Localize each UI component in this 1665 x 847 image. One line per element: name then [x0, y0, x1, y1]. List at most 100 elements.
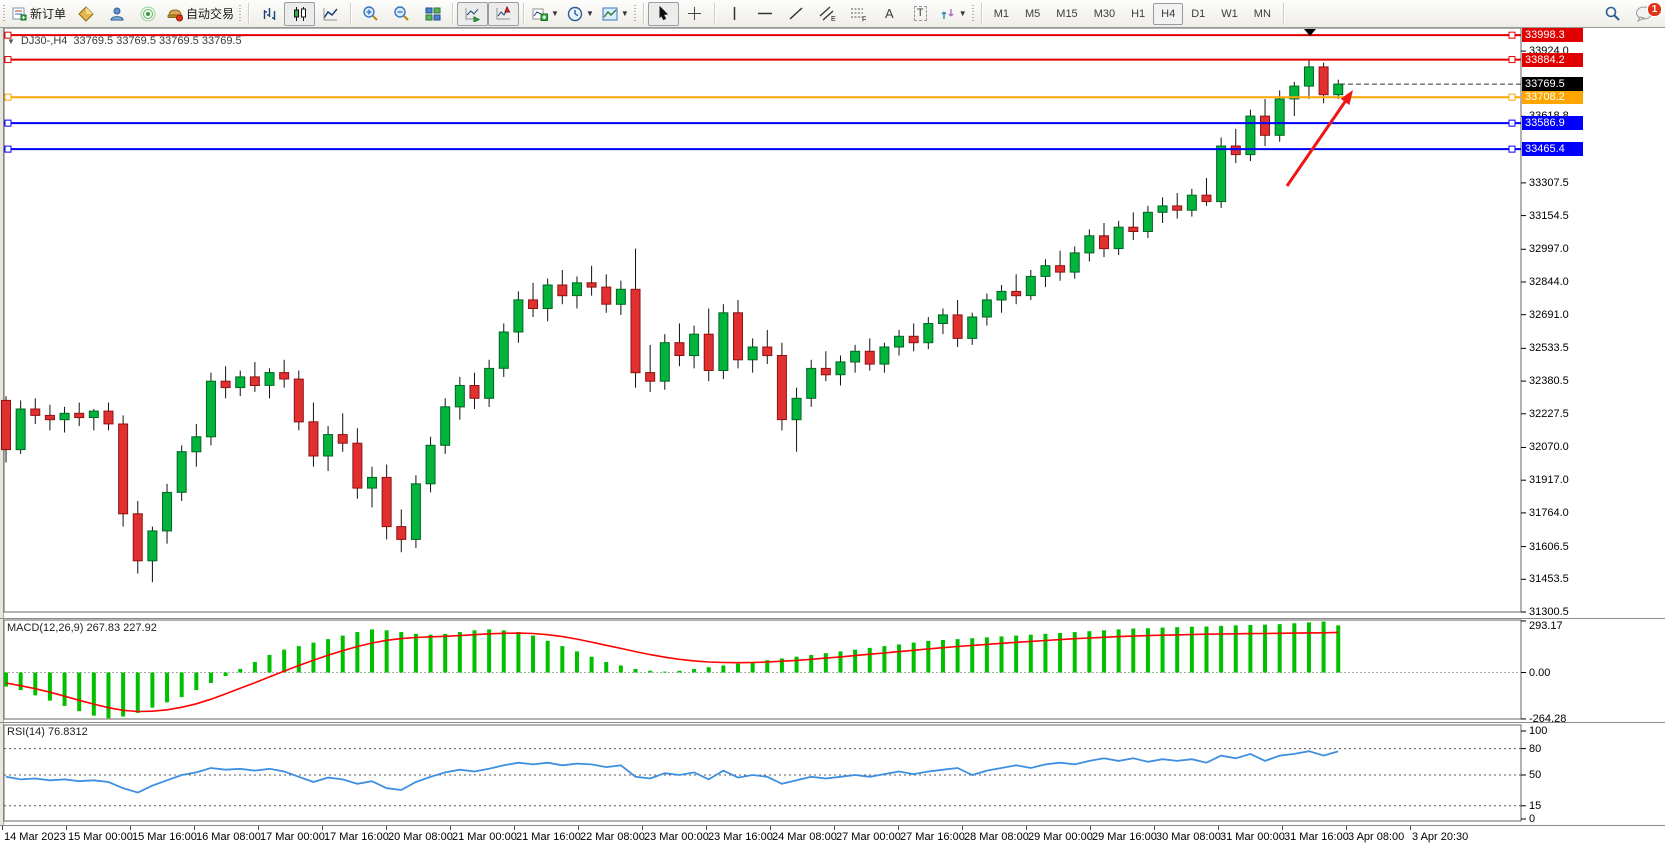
time-tick — [962, 826, 963, 830]
candle — [396, 526, 407, 540]
candle — [674, 342, 685, 357]
timeframe-d1[interactable]: D1 — [1191, 7, 1206, 20]
chart-shift-button[interactable] — [488, 1, 520, 26]
candle — [1025, 275, 1036, 297]
candle — [923, 323, 934, 344]
crosshair-button[interactable] — [679, 2, 710, 26]
candle — [1230, 145, 1241, 156]
time-tick — [514, 826, 515, 830]
rsi-panel[interactable]: RSI(14) 76.8312 100 80 50 15 0 — [0, 722, 1665, 825]
price-tick-label: 32533.5 — [1529, 342, 1569, 355]
equidistant-channel-button[interactable]: E — [812, 2, 843, 26]
tile-windows-button[interactable] — [417, 2, 448, 26]
indicators-button[interactable]: ▼ — [528, 2, 563, 26]
candle — [162, 491, 173, 532]
community-button[interactable] — [101, 2, 132, 26]
candle — [293, 378, 304, 423]
macd-label: MACD(12,26,9) 267.83 227.92 — [7, 622, 157, 634]
fibonacci-button[interactable]: F — [843, 2, 874, 26]
signal-icon — [140, 6, 156, 21]
chart-area: ▼ DJ30-,H4 33769.5 33769.5 33769.5 33769… — [0, 28, 1665, 847]
candlestick-chart-icon — [293, 6, 306, 21]
candle — [1099, 235, 1109, 250]
time-label: 27 Mar 16:00 — [900, 831, 965, 843]
text-button[interactable]: A — [874, 2, 905, 26]
timeframe-m5[interactable]: M5 — [1025, 7, 1041, 20]
price-tick-label: 32227.5 — [1529, 407, 1569, 420]
horizontal-line-button[interactable] — [750, 2, 781, 26]
trendline-button[interactable] — [781, 2, 812, 26]
time-tick — [194, 826, 195, 830]
timeframe-h1[interactable]: H1 — [1131, 7, 1146, 20]
svg-text:E: E — [831, 16, 836, 22]
toolbar: 新订单 自动交 — [0, 0, 1665, 28]
new-order-button[interactable]: 新订单 — [8, 2, 70, 26]
candle — [937, 314, 948, 324]
fibonacci-icon: F — [850, 8, 866, 22]
chat-button[interactable]: 1 — [1628, 1, 1662, 26]
main-chart-panel[interactable]: ▼ DJ30-,H4 33769.5 33769.5 33769.5 33769… — [0, 28, 1665, 618]
time-label: 15 Mar 00:00 — [68, 831, 133, 843]
templates-button[interactable]: ▼ — [598, 2, 633, 26]
auto-trading-icon — [167, 8, 184, 21]
time-label: 23 Mar 00:00 — [644, 831, 709, 843]
candle — [1303, 66, 1314, 87]
time-label: 3 Apr 08:00 — [1348, 831, 1405, 843]
macd-panel[interactable]: MACD(12,26,9) 267.83 227.92 293.17 0.00 -2… — [0, 618, 1665, 725]
collapse-icon[interactable]: ▼ — [7, 36, 15, 46]
rsi-label: RSI(14) 76.8312 — [7, 726, 88, 738]
toolbar-grip[interactable] — [3, 4, 5, 23]
auto-scroll-button[interactable] — [457, 1, 489, 26]
rsi-line — [5, 750, 1339, 794]
candle — [850, 350, 861, 363]
timeframe-mn[interactable]: MN — [1253, 7, 1271, 20]
vertical-line-button[interactable] — [719, 2, 750, 26]
candle — [659, 342, 670, 382]
candle — [542, 284, 553, 309]
candle — [1260, 115, 1271, 136]
periods-button[interactable]: ▼ — [563, 2, 598, 26]
timeframe-m1[interactable]: M1 — [993, 7, 1009, 20]
line-chart-button[interactable] — [315, 2, 346, 26]
candle — [103, 410, 114, 425]
candle — [776, 355, 787, 421]
timeframe-w1[interactable]: W1 — [1221, 7, 1238, 20]
candle — [381, 476, 392, 528]
timeframe-m15[interactable]: M15 — [1056, 7, 1078, 20]
candle — [498, 331, 509, 369]
candle — [59, 412, 70, 421]
timeframe-h4[interactable]: H4 — [1153, 2, 1184, 25]
time-axis[interactable]: 14 Mar 2023 15 Mar 00:00 15 Mar 16:00 16 Ma… — [0, 825, 1665, 847]
text-label-button[interactable]: T — [905, 2, 936, 26]
candle — [791, 397, 802, 421]
zoom-in-button[interactable] — [355, 2, 386, 26]
search-button[interactable] — [1597, 2, 1628, 26]
toolbar-grip[interactable] — [633, 4, 636, 23]
candle — [615, 288, 626, 305]
mql5-market-button[interactable] — [70, 2, 101, 26]
candle — [747, 346, 758, 361]
auto-trading-button[interactable]: 自动交易 — [163, 2, 238, 26]
toolbar-grip[interactable] — [239, 4, 242, 23]
cursor-button[interactable] — [647, 1, 679, 26]
candle — [1245, 115, 1256, 156]
signal-button[interactable] — [132, 2, 163, 26]
time-tick — [1410, 826, 1411, 830]
toolbar-separator — [980, 2, 982, 25]
zoom-out-button[interactable] — [386, 2, 417, 26]
timeframe-m30[interactable]: M30 — [1093, 7, 1116, 20]
chevron-down-icon: ▼ — [620, 8, 629, 18]
time-tick — [1090, 826, 1091, 830]
toolbar-grip[interactable] — [971, 4, 974, 23]
toolbar-separator — [713, 2, 715, 25]
bar-chart-button[interactable] — [253, 2, 284, 26]
arrows-button[interactable]: ▼ — [936, 2, 971, 26]
candle — [1, 399, 11, 451]
rsi-tick-label: 15 — [1529, 799, 1542, 812]
candlestick-chart-button[interactable] — [284, 1, 316, 26]
zoom-out-icon — [394, 6, 409, 21]
candle — [74, 412, 85, 419]
time-label: 20 Mar 08:00 — [388, 831, 453, 843]
candle — [1040, 265, 1051, 277]
time-label: 22 Mar 08:00 — [580, 831, 645, 843]
